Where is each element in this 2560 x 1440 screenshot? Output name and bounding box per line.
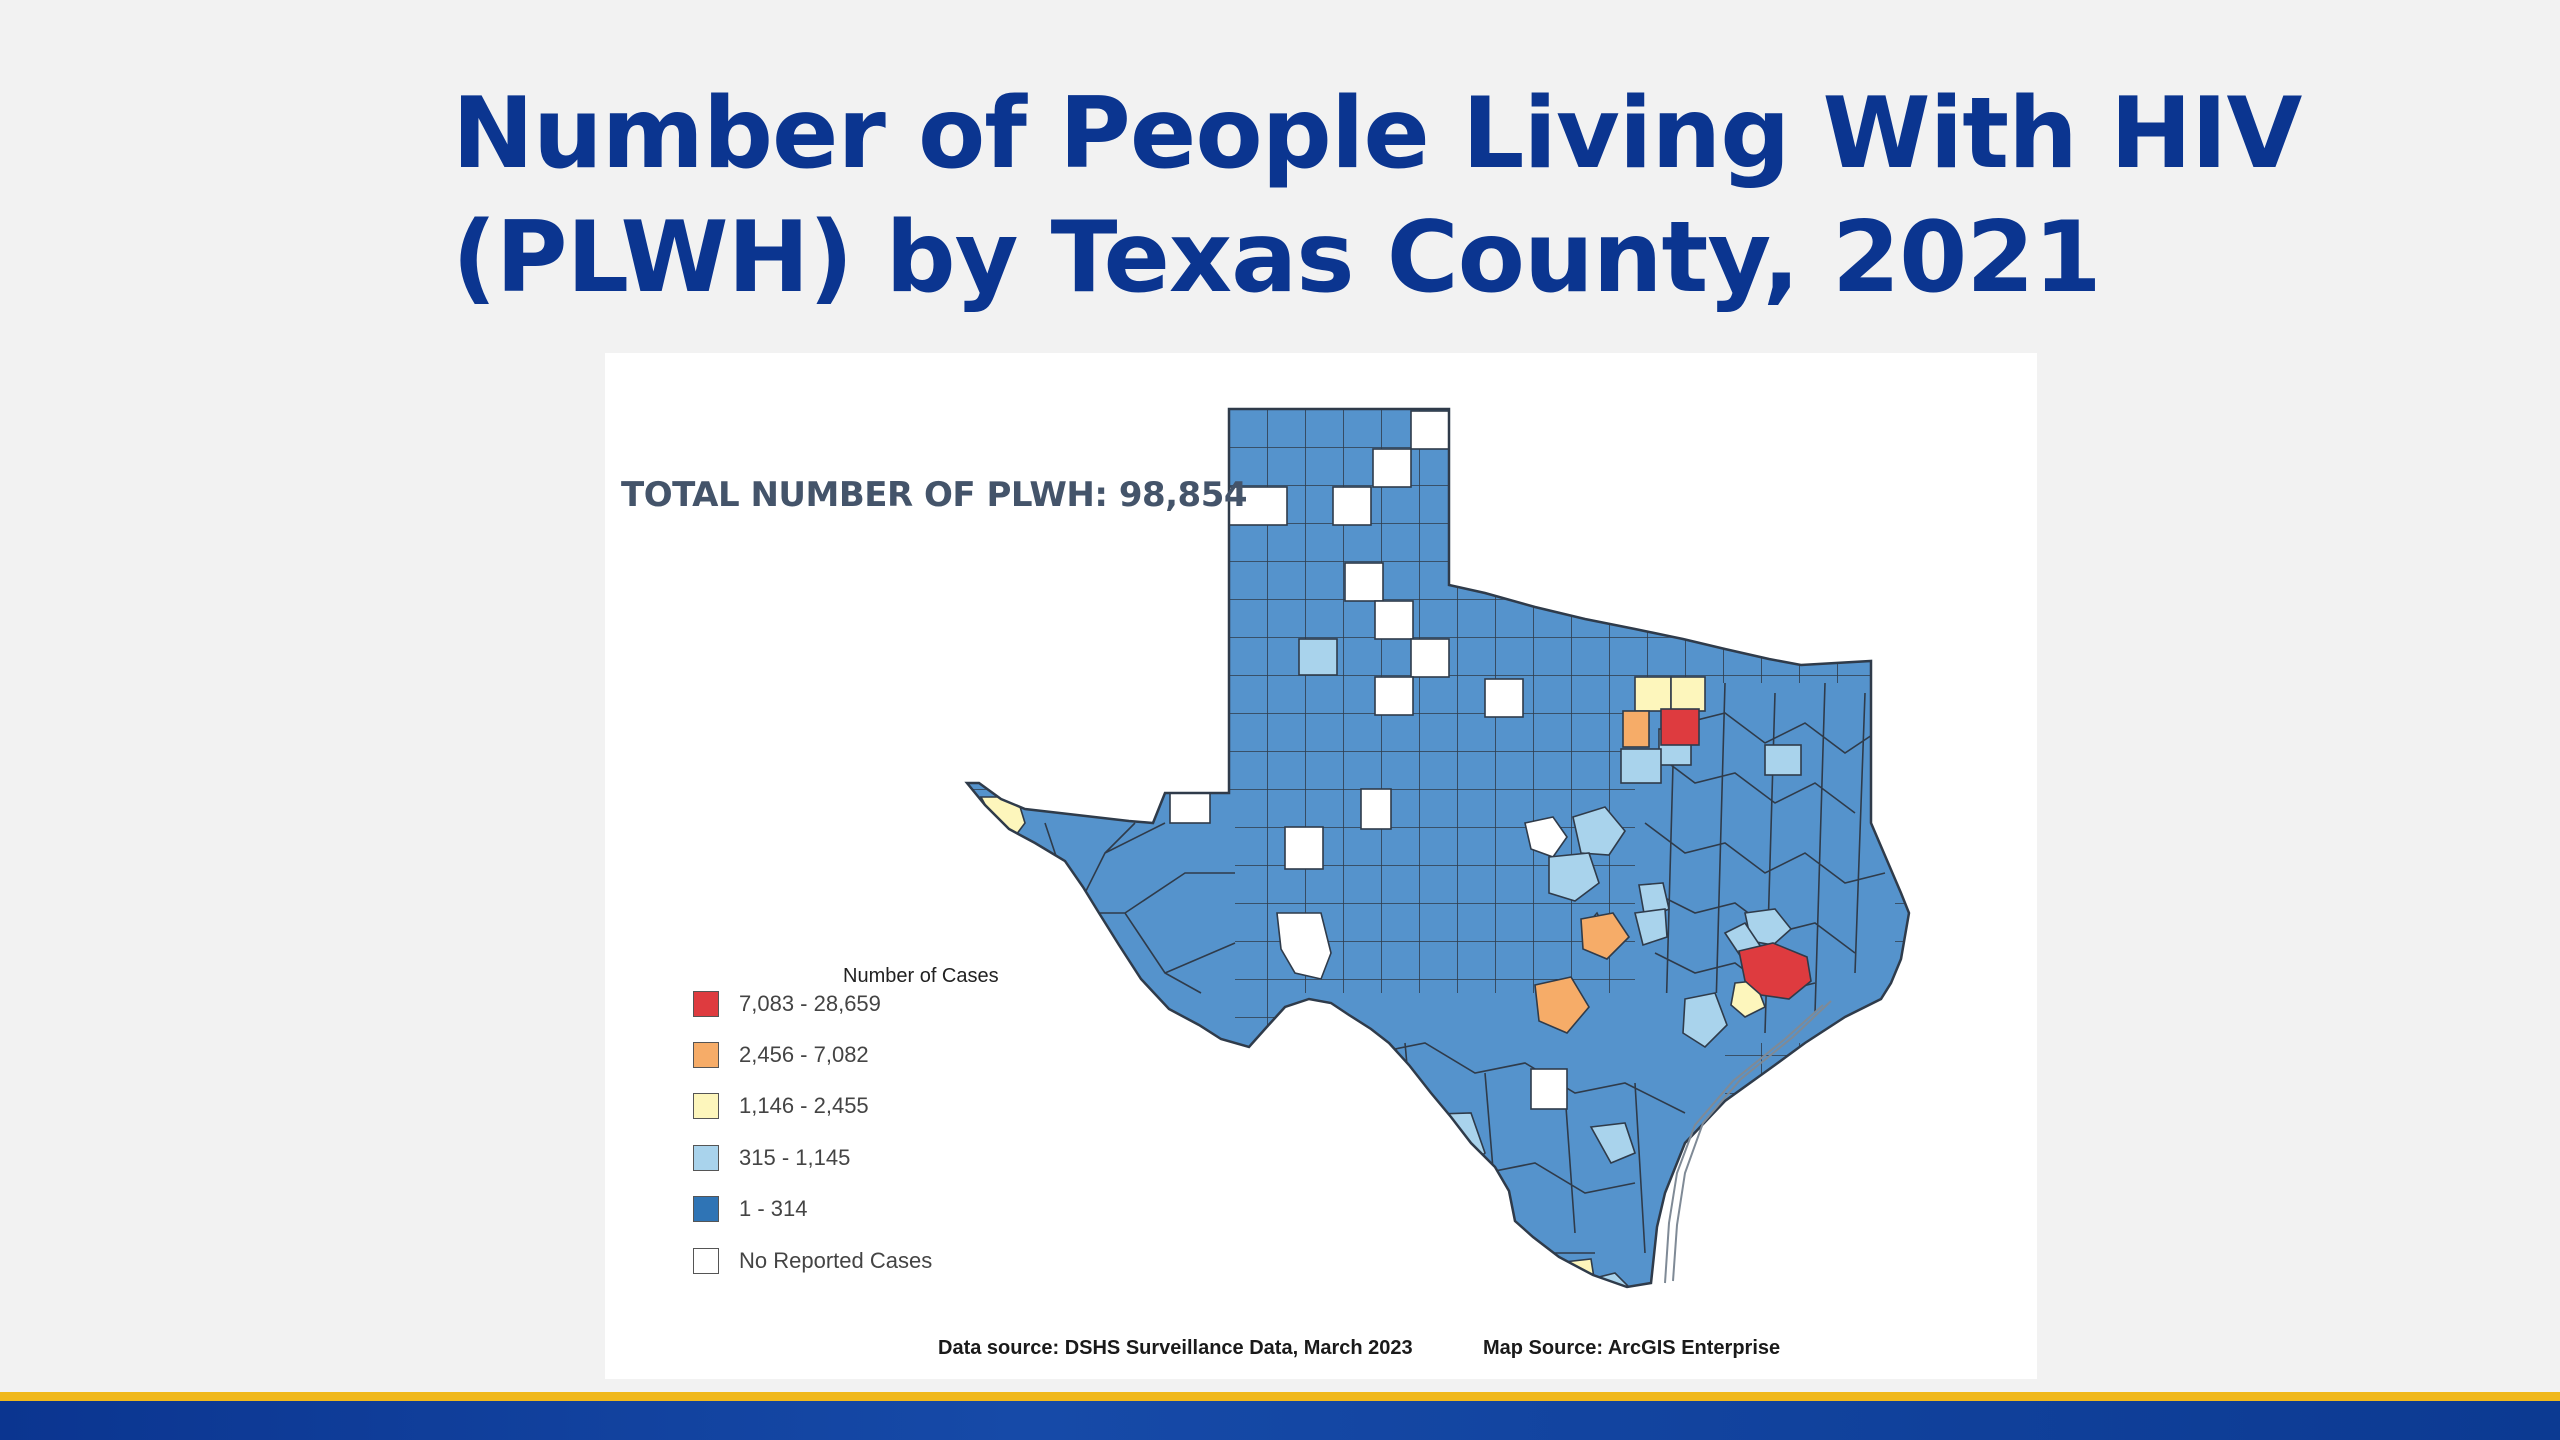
data-source-text: Data source: DSHS Surveillance Data, Mar…	[938, 1337, 1413, 1359]
legend-swatch	[693, 1145, 719, 1171]
slide-title: Number of People Living With HIV (PLWH) …	[452, 72, 2352, 320]
legend-label: No Reported Cases	[739, 1248, 933, 1273]
legend-swatch	[693, 1042, 719, 1068]
slide-title-line-1: Number of People Living With HIV	[452, 77, 2302, 191]
legend-label: 1,146 - 2,455	[739, 1093, 869, 1118]
legend-swatch	[693, 1093, 719, 1119]
legend-label: 7,083 - 28,659	[739, 991, 881, 1016]
legend-swatch	[693, 991, 719, 1017]
county-fills	[967, 409, 1909, 1287]
legend-label: 315 - 1,145	[739, 1145, 851, 1170]
legend-label: 2,456 - 7,082	[739, 1042, 869, 1067]
coastline-islands	[1664, 1000, 1832, 1284]
map-source-text: Map Source: ArcGIS Enterprise	[1483, 1337, 1781, 1359]
footer-stripe	[0, 1392, 2560, 1401]
legend-swatch	[693, 1248, 719, 1274]
legend-item: No Reported Cases	[693, 1246, 932, 1276]
legend-item: 1 - 314	[693, 1194, 808, 1224]
map-panel: TOTAL NUMBER OF PLWH: 98,854 Number of C…	[605, 353, 2037, 1379]
legend-swatch	[693, 1196, 719, 1222]
texas-outline	[964, 407, 1911, 1289]
legend-label: 1 - 314	[739, 1196, 808, 1221]
texas-county-map	[964, 407, 1911, 1289]
legend-item: 315 - 1,145	[693, 1143, 850, 1173]
legend-item: 2,456 - 7,082	[693, 1040, 869, 1070]
legend-item: 1,146 - 2,455	[693, 1091, 869, 1121]
total-plwh-label: TOTAL NUMBER OF PLWH: 98,854	[621, 475, 1248, 515]
slide-title-line-2: (PLWH) by Texas County, 2021	[452, 201, 2102, 315]
legend-item: 7,083 - 28,659	[693, 989, 881, 1019]
legend-title: Number of Cases	[843, 965, 999, 987]
